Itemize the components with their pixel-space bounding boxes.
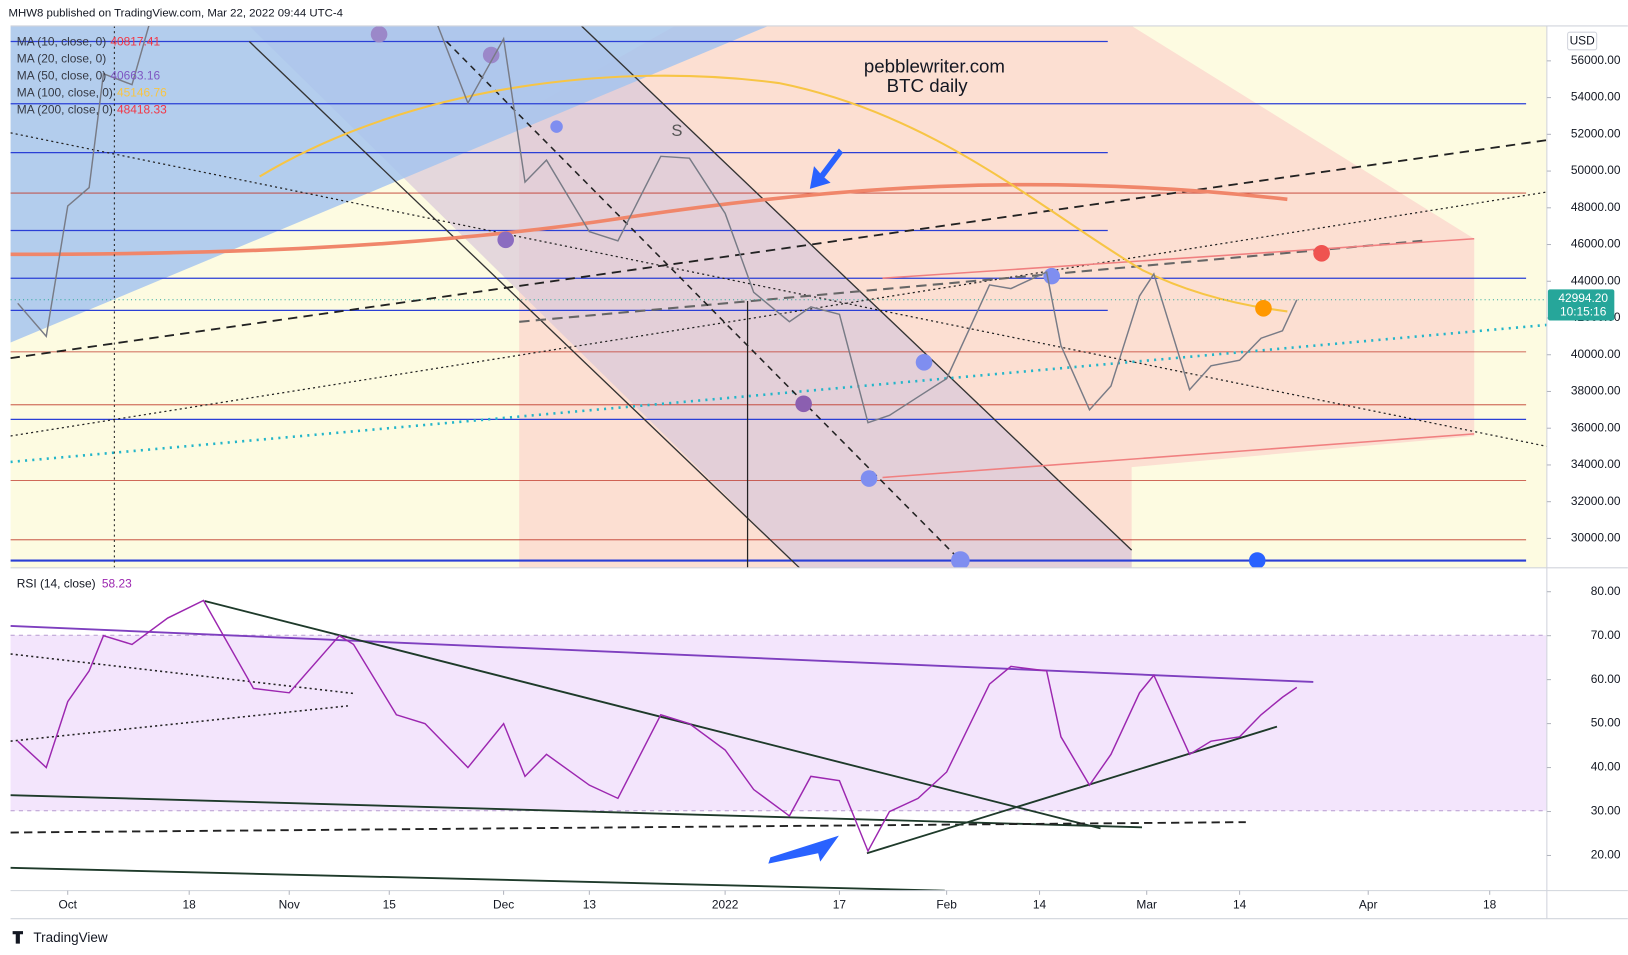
price-background xyxy=(10,25,1547,568)
legend-value: 48418.33 xyxy=(117,102,167,116)
levels xyxy=(10,40,1527,562)
y-tick-label: 38000.00 xyxy=(1571,384,1621,398)
countdown: 10:15:16 xyxy=(1560,304,1607,318)
x-tick-label: Feb xyxy=(936,897,957,911)
legend-name: MA (100, close, 0) xyxy=(17,85,113,99)
rsi-trend xyxy=(10,625,1314,683)
y-tick-label: 36000.00 xyxy=(1571,420,1621,434)
blue-wedge xyxy=(10,25,769,343)
ma200 xyxy=(10,182,1288,257)
header: MHW8 published on TradingView.com, Mar 2… xyxy=(8,8,343,20)
pink-edge xyxy=(882,433,1475,479)
x-tick-label: Dec xyxy=(493,897,514,911)
x-tick-label: 14 xyxy=(1033,897,1047,911)
rsi-trend xyxy=(10,821,1246,834)
trend-grey xyxy=(519,239,1423,323)
rsi-trend xyxy=(866,725,1278,855)
rsi-trend xyxy=(204,600,1101,830)
x-tick-label: 14 xyxy=(1233,897,1247,911)
annotation: pebblewriter.com xyxy=(864,55,1005,76)
rsi-value: 58.23 xyxy=(102,577,132,591)
legend-name: MA (200, close, 0) xyxy=(17,102,113,116)
currency: USD xyxy=(1570,34,1596,48)
y-tick-label: 40.00 xyxy=(1591,760,1621,774)
series-layer xyxy=(17,599,1298,853)
y-tick-label: 32000.00 xyxy=(1571,494,1621,508)
trend-dotted xyxy=(10,132,1547,447)
x-tick-label: 17 xyxy=(833,897,847,911)
series-line xyxy=(17,25,1298,424)
arrow xyxy=(768,835,839,864)
x-tick-label: 13 xyxy=(583,897,597,911)
channel xyxy=(249,25,1132,568)
x-tick-label: 18 xyxy=(183,897,197,911)
footer: TradingView xyxy=(33,930,107,945)
y-tick-label: 50.00 xyxy=(1591,716,1621,730)
y-tick-label: 40000.00 xyxy=(1571,347,1621,361)
y-tick-label: 54000.00 xyxy=(1571,90,1621,104)
x-tick-label: 2022 xyxy=(712,897,739,911)
legend-name: MA (50, close, 0) xyxy=(17,69,106,83)
y-tick-label: 80.00 xyxy=(1591,584,1621,598)
y-tick-label: 60.00 xyxy=(1591,672,1621,686)
y-tick-label: 48000.00 xyxy=(1571,200,1621,214)
rsi-title: RSI (14, close) xyxy=(17,577,96,591)
markers xyxy=(370,25,1330,568)
rsi-drawings xyxy=(10,600,1314,891)
legend-value: 40663.16 xyxy=(110,69,160,83)
rsi-trend xyxy=(10,866,945,891)
x-tick-label: Oct xyxy=(58,897,77,911)
y-tick-label: 30.00 xyxy=(1591,804,1621,818)
y-tick-label: 56000.00 xyxy=(1571,53,1621,67)
logo xyxy=(12,931,24,944)
rsi-trend xyxy=(10,794,1143,829)
trend-dashed xyxy=(10,139,1547,360)
y-tick-label: 20.00 xyxy=(1591,848,1621,862)
x-tick-label: Mar xyxy=(1136,897,1157,911)
channel-line xyxy=(248,41,800,568)
frame xyxy=(10,25,1628,920)
annotation: BTC daily xyxy=(887,75,969,96)
y-tick-label: 52000.00 xyxy=(1571,126,1621,140)
red-levels xyxy=(10,192,1527,541)
x-tick-label: 18 xyxy=(1483,897,1497,911)
y-tick-label: 34000.00 xyxy=(1571,457,1621,471)
trend-black xyxy=(445,40,967,567)
arrow xyxy=(809,148,844,189)
legend-value: 40817.41 xyxy=(110,35,160,49)
pink-edge xyxy=(882,237,1475,279)
rsi-band xyxy=(10,635,1547,811)
y-tick-label: 44000.00 xyxy=(1571,273,1621,287)
currency-box xyxy=(1567,31,1598,51)
x-tick-label: Nov xyxy=(279,897,300,911)
trend-teal xyxy=(10,323,1547,464)
channel-line xyxy=(581,25,1133,551)
rsi-trend xyxy=(10,653,354,695)
series-layer xyxy=(17,25,1298,424)
x-tick-label: 15 xyxy=(383,897,397,911)
annotation: S xyxy=(671,121,682,140)
price-tag xyxy=(1547,289,1615,321)
legend-name: MA (20, close, 0) xyxy=(17,52,106,66)
legend-name: MA (10, close, 0) xyxy=(17,35,106,49)
x-tick-label: Apr xyxy=(1359,897,1378,911)
y-tick-label: 50000.00 xyxy=(1571,163,1621,177)
y-tick-label: 46000.00 xyxy=(1571,237,1621,251)
legend-value: 45146.76 xyxy=(117,85,167,99)
y-tick-label: 30000.00 xyxy=(1571,531,1621,545)
y-tick-label: 70.00 xyxy=(1591,628,1621,642)
series-line xyxy=(17,599,1298,853)
price-tag-label: 42994.20 xyxy=(1558,291,1608,305)
